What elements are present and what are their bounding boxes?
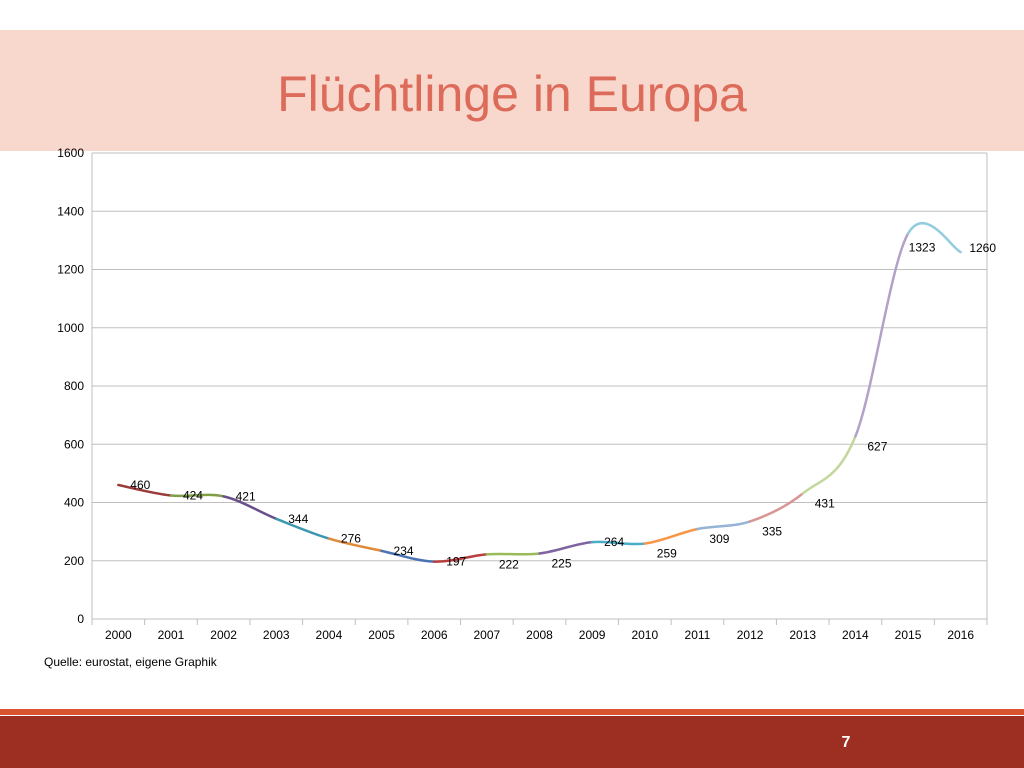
series-line-segment bbox=[169, 493, 225, 498]
chart-gridlines bbox=[92, 152, 987, 620]
x-tick-label: 2005 bbox=[368, 628, 395, 642]
series-line-segment bbox=[275, 517, 331, 540]
x-tick-label: 2015 bbox=[895, 628, 922, 642]
x-tick-label: 2002 bbox=[210, 628, 237, 642]
series-line-segment bbox=[222, 495, 278, 521]
y-tick-label: 0 bbox=[77, 612, 84, 626]
series-line-segment bbox=[590, 540, 647, 546]
x-tick-label: 2016 bbox=[947, 628, 974, 642]
data-label-2001: 424 bbox=[183, 489, 203, 503]
series-line-segment bbox=[696, 520, 752, 531]
data-label-2007: 222 bbox=[499, 557, 519, 571]
x-tick-label: 2012 bbox=[737, 628, 764, 642]
chart-axes: 0 200 400 600 800 1000 1200 1400 1600 2000 2001 200… bbox=[57, 146, 988, 642]
y-tick-label: 600 bbox=[64, 437, 84, 451]
series-line-segment bbox=[643, 527, 699, 545]
series-line-segment bbox=[906, 222, 962, 254]
data-label-2004: 276 bbox=[341, 532, 361, 546]
x-tick-label: 2001 bbox=[158, 628, 185, 642]
x-tick-label: 2003 bbox=[263, 628, 290, 642]
data-label-2012: 335 bbox=[762, 524, 782, 538]
data-label-2010: 259 bbox=[657, 547, 677, 561]
data-label-2000: 460 bbox=[130, 478, 150, 492]
x-tick-label: 2007 bbox=[474, 628, 501, 642]
x-tick-label: 2013 bbox=[789, 628, 816, 642]
data-label-2016: 1260 bbox=[969, 241, 996, 255]
data-label-2014: 627 bbox=[867, 439, 887, 453]
data-label-2006: 197 bbox=[446, 555, 466, 569]
series-line-segment bbox=[327, 537, 383, 553]
series-line-segment bbox=[801, 435, 857, 495]
footer-bar bbox=[0, 716, 1024, 768]
source-note: Quelle: eurostat, eigene Graphik bbox=[44, 655, 217, 669]
data-label-2003: 344 bbox=[288, 512, 308, 526]
data-label-2002: 421 bbox=[236, 489, 256, 503]
series-line-segment bbox=[485, 552, 541, 556]
y-tick-label: 400 bbox=[64, 496, 84, 510]
data-label-2015: 1323 bbox=[909, 241, 936, 255]
data-label-2009: 264 bbox=[604, 535, 624, 549]
series-line-segment bbox=[380, 549, 436, 563]
x-tick-label: 2009 bbox=[579, 628, 606, 642]
y-tick-label: 1600 bbox=[57, 146, 84, 160]
y-tick-label: 800 bbox=[64, 379, 84, 393]
y-tick-label: 200 bbox=[64, 554, 84, 568]
y-tick-label: 1200 bbox=[57, 263, 84, 277]
title-band bbox=[0, 30, 1024, 151]
x-tick-label: 2004 bbox=[316, 628, 343, 642]
line-chart: 0 200 400 600 800 1000 1200 1400 1600 2000 2001 200… bbox=[57, 146, 996, 642]
data-label-2005: 234 bbox=[394, 544, 414, 558]
y-tick-label: 1000 bbox=[57, 321, 84, 335]
series-line-segment bbox=[748, 492, 804, 523]
x-tick-label: 2011 bbox=[685, 628, 711, 642]
chart-data-labels: 460 424 421 344 276 234 197 222 225 264 259 309 335 4… bbox=[130, 241, 996, 572]
y-tick-label: 1400 bbox=[57, 204, 84, 218]
series-line-segment bbox=[432, 553, 489, 563]
series-line-segment bbox=[854, 232, 910, 438]
footer-stripe bbox=[0, 709, 1024, 715]
series-line-segment bbox=[538, 540, 594, 555]
data-label-2013: 431 bbox=[815, 496, 835, 510]
data-label-2008: 225 bbox=[551, 556, 571, 570]
series-line-segment bbox=[117, 483, 173, 497]
x-tick-label: 2000 bbox=[105, 628, 132, 642]
slide-title: Flüchtlinge in Europa bbox=[277, 66, 747, 122]
page-number: 7 bbox=[841, 734, 851, 751]
x-tick-label: 2010 bbox=[631, 628, 658, 642]
chart-series bbox=[117, 222, 962, 563]
data-label-2011: 309 bbox=[709, 532, 729, 546]
x-tick-label: 2006 bbox=[421, 628, 448, 642]
x-tick-label: 2008 bbox=[526, 628, 553, 642]
x-tick-label: 2014 bbox=[842, 628, 869, 642]
